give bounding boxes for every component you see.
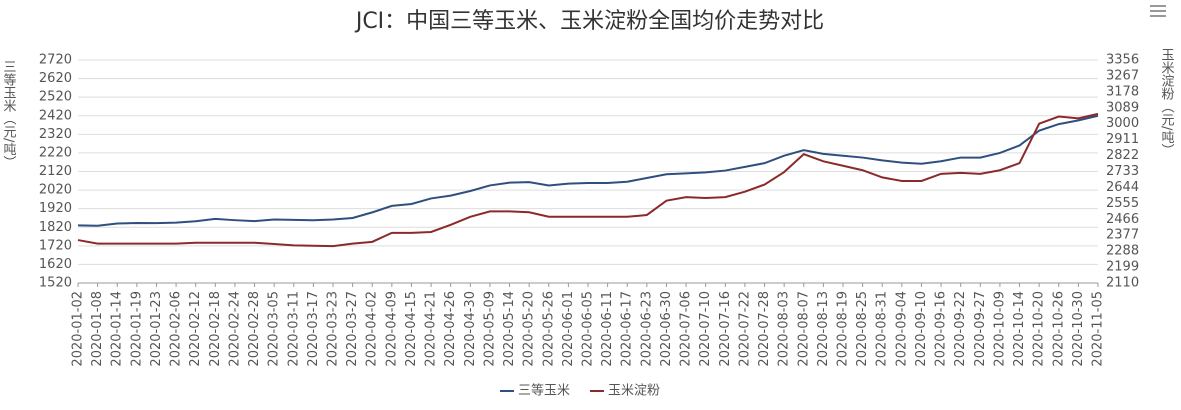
y-axis-title: 三等玉米（元/吨） [1, 60, 17, 168]
x-tick-label: 2020-05-14 [502, 291, 517, 367]
x-tick-label: 2020-06-23 [639, 291, 654, 367]
y-tick-label: 2120 [39, 164, 72, 179]
x-tick-label: 2020-10-09 [992, 291, 1007, 367]
x-tick-label: 2020-08-19 [836, 291, 851, 367]
x-tick-label: 2020-02-24 [227, 291, 242, 367]
y2-tick-label: 2199 [1106, 260, 1139, 275]
x-tick-label: 2020-07-28 [757, 291, 772, 367]
chart-title: JCI：中国三等玉米、玉米淀粉全国均价走势对比 [354, 9, 824, 34]
legend-item[interactable]: 三等玉米 [500, 383, 570, 399]
y-tick-label: 1520 [39, 276, 72, 291]
x-tick-label: 2020-04-09 [384, 291, 399, 367]
x-tick-label: 2020-04-26 [443, 291, 458, 367]
x-tick-label: 2020-04-30 [463, 291, 478, 367]
x-tick-label: 2020-04-15 [404, 291, 419, 367]
y2-tick-label: 2644 [1106, 180, 1139, 195]
x-tick-label: 2020-07-06 [679, 291, 694, 367]
y2-tick-label: 2377 [1106, 228, 1139, 243]
y2-tick-label: 2733 [1106, 164, 1139, 179]
x-tick-label: 2020-01-19 [129, 291, 144, 367]
legend-label: 玉米淀粉 [608, 384, 660, 399]
y2-tick-label: 2555 [1106, 196, 1139, 211]
x-tick-label: 2020-03-05 [267, 291, 282, 367]
x-tick-label: 2020-01-08 [90, 291, 105, 367]
x-tick-label: 2020-06-11 [600, 291, 615, 367]
y-tick-label: 2620 [39, 71, 72, 86]
x-tick-label: 2020-05-26 [541, 291, 556, 367]
x-tick-label: 2020-05-09 [482, 291, 497, 367]
y2-tick-label: 2466 [1106, 212, 1139, 227]
x-tick-label: 2020-01-02 [71, 291, 86, 367]
y-tick-label: 1920 [39, 201, 72, 216]
y2-tick-label: 2911 [1106, 132, 1139, 147]
x-tick-label: 2020-03-27 [345, 291, 360, 367]
x-tick-label: 2020-07-22 [737, 291, 752, 367]
y2-tick-label: 3089 [1106, 100, 1139, 115]
x-tick-label: 2020-08-13 [816, 291, 831, 367]
x-tick-label: 2020-10-26 [1051, 291, 1066, 367]
line-series [77, 114, 1099, 227]
x-tick-label: 2020-08-25 [855, 291, 870, 367]
y-tick-label: 2320 [39, 127, 72, 142]
y-tick-label: 1620 [39, 257, 72, 272]
legend-label: 三等玉米 [518, 383, 570, 399]
x-tick-label: 2020-02-28 [247, 291, 262, 367]
x-tick-label: 2020-02-06 [169, 291, 184, 367]
y-tick-label: 2520 [39, 90, 72, 105]
x-tick-label: 2020-01-14 [110, 291, 125, 367]
y-tick-label: 1820 [39, 220, 72, 235]
menu-icon[interactable] [1150, 5, 1166, 17]
x-tick-label: 2020-04-21 [424, 291, 439, 367]
x-tick-label: 2020-07-10 [698, 291, 713, 367]
x-tick-label: 2020-09-27 [973, 291, 988, 367]
x-tick-label: 2020-08-03 [777, 291, 792, 367]
x-tick-label: 2020-04-02 [365, 291, 380, 367]
x-tick-label: 2020-09-22 [953, 291, 968, 367]
x-tick-label: 2020-01-23 [149, 291, 164, 367]
x-tick-label: 2020-08-07 [796, 291, 811, 367]
x-tick-label: 2020-10-20 [1032, 291, 1047, 367]
y2-tick-label: 2822 [1106, 148, 1139, 163]
x-tick-label: 2020-09-10 [914, 291, 929, 367]
x-tick-label: 2020-02-12 [188, 291, 203, 367]
y-tick-label: 2020 [39, 183, 72, 198]
x-tick-label: 2020-10-30 [1071, 291, 1086, 367]
x-tick-label: 2020-03-17 [306, 291, 321, 367]
legend-item[interactable]: 玉米淀粉 [590, 384, 660, 399]
x-tick-label: 2020-09-04 [894, 291, 909, 367]
x-tick-label: 2020-03-23 [326, 291, 341, 367]
x-tick-label: 2020-06-01 [561, 291, 576, 367]
y-tick-label: 1720 [39, 238, 72, 253]
y-tick-label: 2420 [39, 108, 72, 123]
x-tick-label: 2020-09-16 [934, 291, 949, 367]
x-tick-label: 2020-02-18 [208, 291, 223, 367]
x-tick-label: 2020-05-20 [522, 291, 537, 367]
y2-tick-label: 3000 [1106, 116, 1139, 131]
x-tick-label: 2020-06-05 [581, 291, 596, 367]
x-tick-label: 2020-10-14 [1012, 291, 1027, 367]
line-series [77, 112, 1099, 248]
x-tick-label: 2020-03-11 [286, 291, 301, 367]
y2-tick-label: 3178 [1106, 84, 1139, 99]
x-tick-label: 2020-07-16 [718, 291, 733, 367]
x-tick-label: 2020-06-17 [620, 291, 635, 367]
x-tick-label: 2020-08-31 [875, 291, 890, 367]
x-tick-label: 2020-06-30 [659, 291, 674, 367]
y2-tick-label: 2110 [1106, 276, 1139, 291]
y2-tick-label: 3267 [1106, 68, 1139, 83]
y2-tick-label: 2288 [1106, 244, 1139, 259]
y2-axis-title: 玉米淀粉（元/吨） [1159, 48, 1175, 156]
y-tick-label: 2720 [39, 53, 72, 68]
x-tick-label: 2020-11-05 [1091, 291, 1106, 367]
y2-tick-label: 3356 [1106, 53, 1139, 68]
y-tick-label: 2220 [39, 145, 72, 160]
